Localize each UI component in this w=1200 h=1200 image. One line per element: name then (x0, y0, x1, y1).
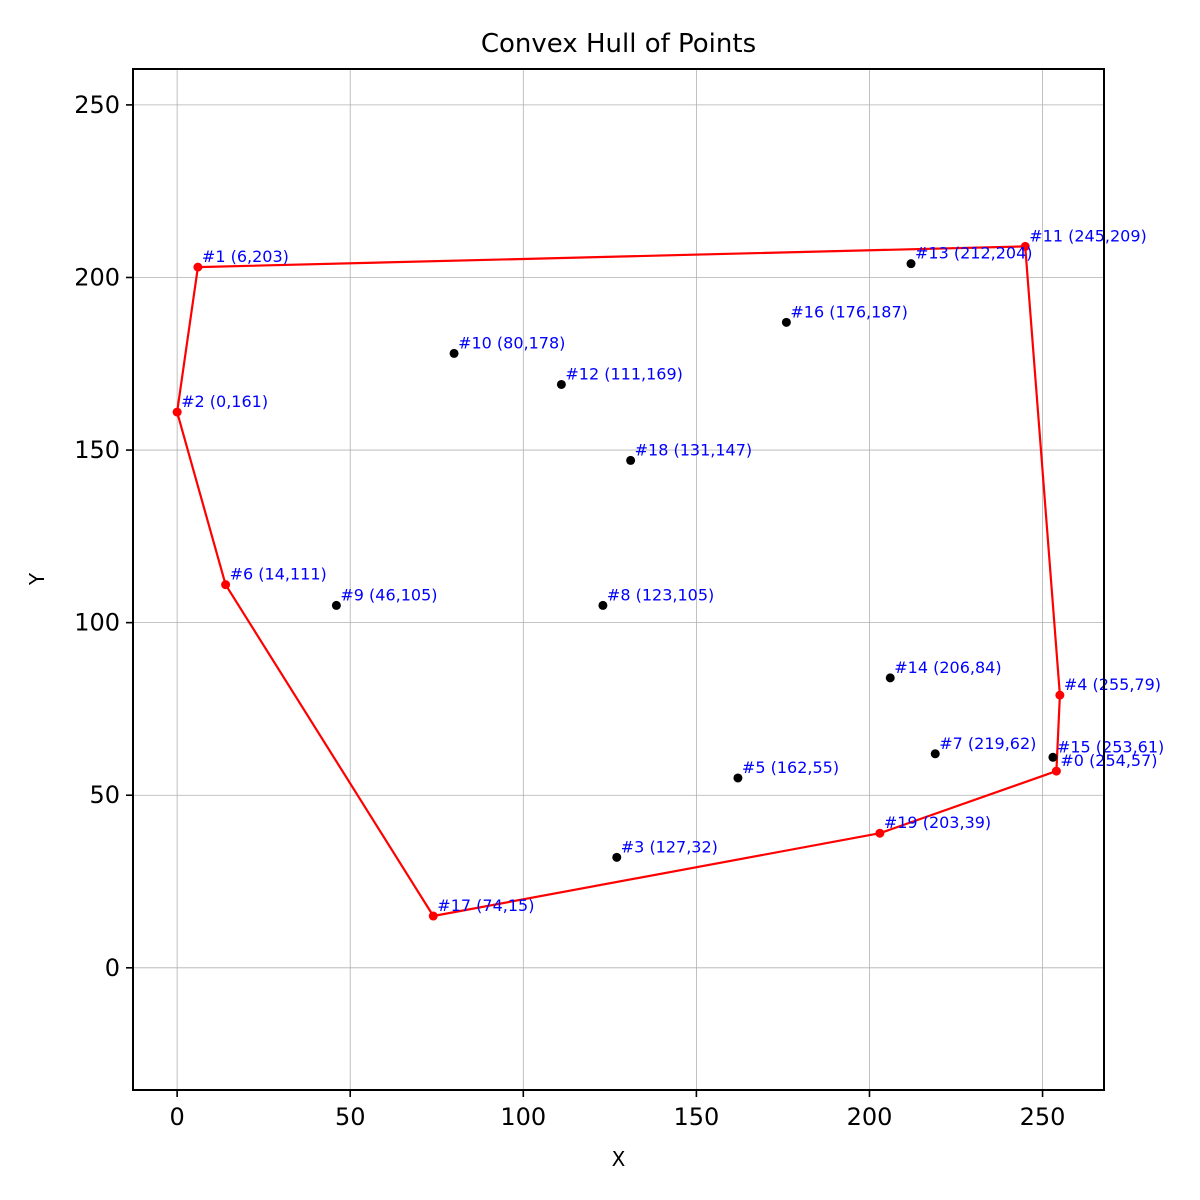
x-tick-label: 0 (169, 1103, 184, 1131)
interior-point (733, 773, 743, 783)
hull-point (1051, 766, 1061, 776)
point-label: #17 (74,15) (437, 896, 534, 915)
hull-point (875, 828, 885, 838)
interior-point (598, 600, 608, 610)
hull-point (172, 407, 182, 417)
point-label: #5 (162,55) (742, 758, 839, 777)
point-label: #11 (245,209) (1029, 226, 1147, 245)
y-tick-label: 0 (105, 954, 120, 982)
grid (133, 69, 1104, 1090)
y-axis-label: Y (25, 572, 49, 586)
point-label: #13 (212,204) (915, 244, 1033, 263)
point-label: #10 (80,178) (458, 333, 565, 352)
x-tick-label: 200 (847, 1103, 893, 1131)
y-tick-label: 200 (74, 263, 120, 291)
interior-point (612, 852, 622, 862)
interior-point (906, 259, 916, 269)
x-tick-label: 250 (1020, 1103, 1066, 1131)
x-tick-label: 50 (335, 1103, 366, 1131)
y-tick-label: 150 (74, 436, 120, 464)
x-axis-label: X (612, 1147, 626, 1171)
interior-point (885, 673, 895, 683)
points-layer (172, 241, 1065, 921)
point-labels-layer: #0 (254,57) #1 (6,203) #2 (0,161) #3 (127,3… (181, 226, 1164, 915)
y-tick-label: 250 (74, 91, 120, 119)
point-label: #19 (203,39) (884, 813, 991, 832)
x-ticks: 0 50 100 150 200 250 (169, 1090, 1065, 1131)
chart-title: Convex Hull of Points (481, 29, 756, 59)
hull-point (1055, 690, 1065, 700)
interior-point (781, 317, 791, 327)
plot-frame (132, 68, 1105, 1091)
point-label: #4 (255,79) (1064, 675, 1161, 694)
interior-point (626, 455, 636, 465)
y-ticks: 0 50 100 150 200 250 (74, 91, 133, 982)
point-label: #15 (253,61) (1057, 737, 1164, 756)
point-label: #16 (176,187) (790, 302, 908, 321)
y-tick-label: 100 (74, 609, 120, 637)
point-label: #0 (254,57) (1060, 751, 1157, 770)
point-label: #18 (131,147) (635, 440, 753, 459)
interior-point (449, 348, 459, 358)
point-label: #6 (14,111) (230, 565, 327, 584)
interior-point (331, 600, 341, 610)
x-tick-label: 150 (673, 1103, 719, 1131)
interior-point (930, 749, 940, 759)
point-label: #12 (111,169) (565, 364, 683, 383)
x-tick-label: 100 (500, 1103, 546, 1131)
hull-point (1020, 241, 1030, 251)
point-label: #9 (46,105) (340, 585, 437, 604)
point-label: #2 (0,161) (181, 392, 268, 411)
point-label: #3 (127,32) (621, 837, 718, 856)
hull-point (193, 262, 203, 272)
hull-point (221, 580, 231, 590)
point-label: #8 (123,105) (607, 585, 714, 604)
hull-point (428, 911, 438, 921)
point-label: #14 (206,84) (894, 658, 1001, 677)
interior-point (1048, 752, 1058, 762)
interior-point (556, 379, 566, 389)
y-tick-label: 50 (89, 781, 120, 809)
point-label: #1 (6,203) (202, 247, 289, 266)
point-label: #7 (219,62) (939, 734, 1036, 753)
